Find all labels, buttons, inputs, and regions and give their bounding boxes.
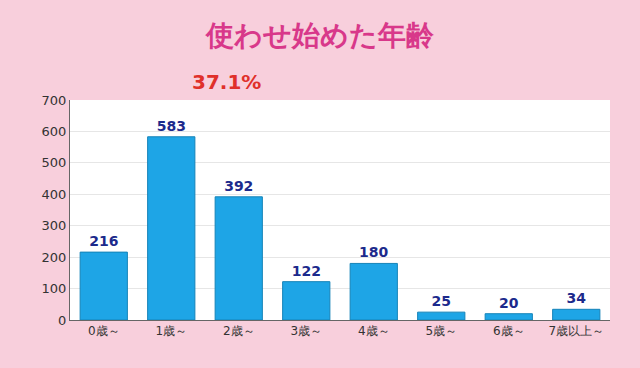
svg-text:0歳～: 0歳～ (88, 324, 120, 338)
svg-text:25: 25 (432, 293, 451, 309)
svg-text:34: 34 (566, 290, 586, 306)
svg-text:200: 200 (42, 250, 67, 265)
svg-text:5歳～: 5歳～ (425, 324, 457, 338)
svg-text:0: 0 (58, 313, 66, 328)
svg-text:583: 583 (157, 118, 186, 134)
svg-text:500: 500 (42, 155, 67, 170)
svg-text:6歳～: 6歳～ (493, 324, 525, 338)
svg-text:7歳以上～: 7歳以上～ (548, 324, 604, 338)
svg-text:37.1%: 37.1% (192, 70, 261, 94)
svg-text:400: 400 (42, 187, 67, 202)
svg-text:2歳～: 2歳～ (223, 324, 255, 338)
svg-text:20: 20 (499, 295, 519, 311)
svg-text:300: 300 (42, 218, 67, 233)
svg-text:3歳～: 3歳～ (290, 324, 322, 338)
svg-text:392: 392 (224, 178, 253, 194)
svg-text:使わせ始めた年齢: 使わせ始めた年齢 (205, 19, 434, 52)
svg-text:180: 180 (359, 244, 388, 260)
svg-text:100: 100 (42, 281, 67, 296)
svg-text:1歳～: 1歳～ (155, 324, 187, 338)
svg-text:4歳～: 4歳～ (358, 324, 390, 338)
svg-text:600: 600 (42, 124, 67, 139)
svg-text:700: 700 (42, 93, 67, 108)
svg-text:122: 122 (292, 263, 321, 279)
svg-text:216: 216 (89, 233, 118, 249)
